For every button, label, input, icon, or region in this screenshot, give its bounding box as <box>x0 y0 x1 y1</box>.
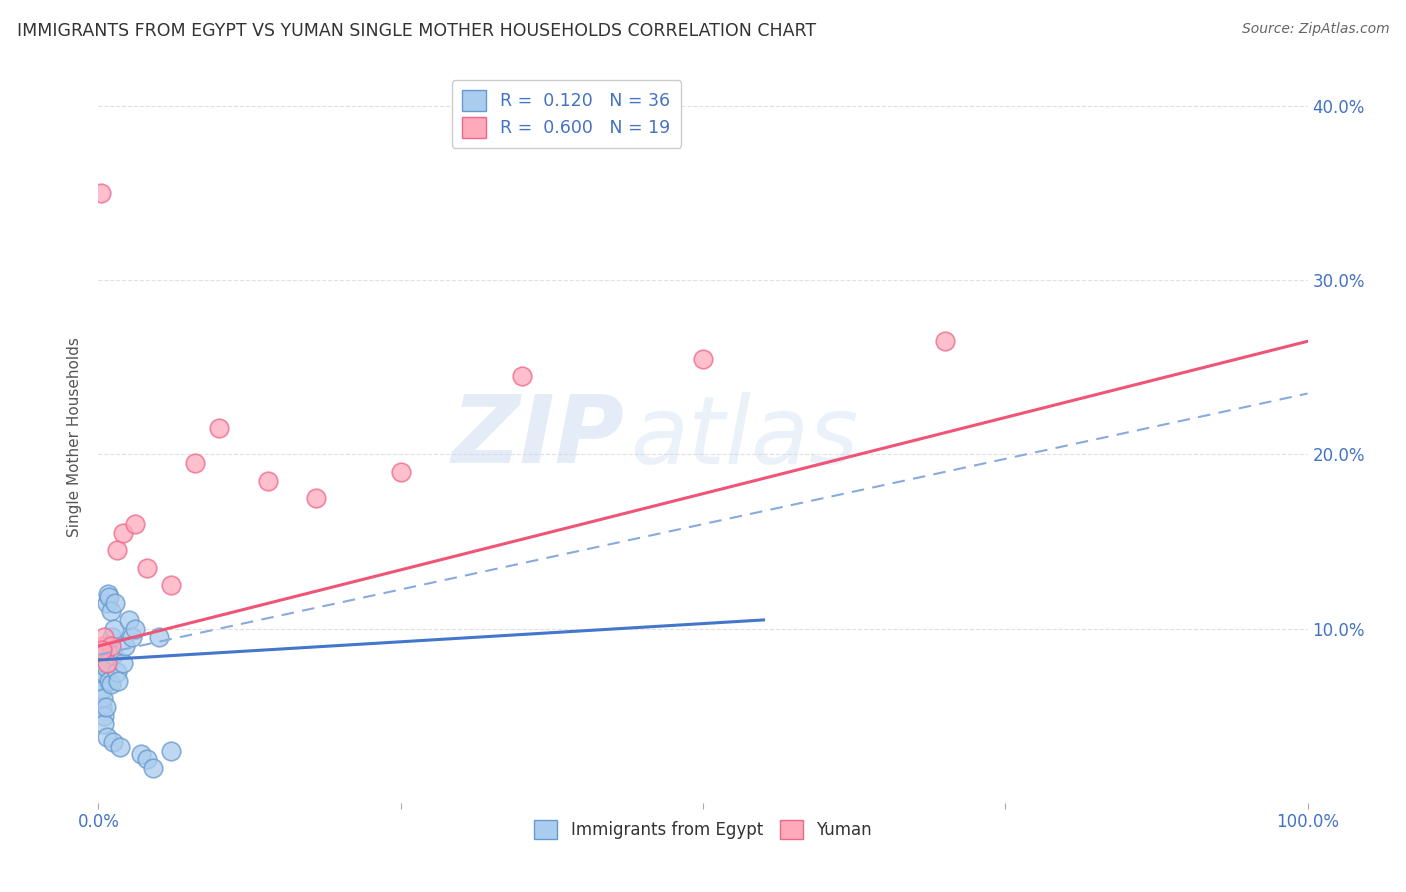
Point <box>100 677 122 691</box>
Point <box>94 660 117 674</box>
Point <box>256 474 278 488</box>
Point <box>93 717 115 731</box>
Point <box>103 622 125 636</box>
Point <box>142 761 165 775</box>
Point <box>135 560 157 574</box>
Point <box>100 604 122 618</box>
Point <box>97 639 120 653</box>
Point <box>90 186 112 201</box>
Point <box>91 691 114 706</box>
Point <box>93 657 115 671</box>
Text: ZIP: ZIP <box>451 391 624 483</box>
Point <box>91 682 114 697</box>
Point <box>129 747 152 761</box>
Point <box>96 595 118 609</box>
Point <box>93 708 115 723</box>
Point <box>160 743 183 757</box>
Point <box>114 639 136 653</box>
Point <box>111 525 134 540</box>
Y-axis label: Single Mother Households: Single Mother Households <box>67 337 83 537</box>
Point <box>98 591 121 605</box>
Point <box>934 334 956 349</box>
Point <box>96 730 118 744</box>
Point <box>510 369 533 384</box>
Point <box>91 639 114 653</box>
Point <box>135 752 157 766</box>
Point <box>105 665 128 680</box>
Point <box>148 631 170 645</box>
Point <box>111 657 134 671</box>
Legend: Immigrants from Egypt, Yuman: Immigrants from Egypt, Yuman <box>527 814 879 846</box>
Point <box>90 673 112 688</box>
Point <box>91 665 114 680</box>
Point <box>105 543 128 558</box>
Point <box>305 491 328 505</box>
Point <box>101 648 124 662</box>
Point <box>160 578 183 592</box>
Point <box>96 657 118 671</box>
Point <box>107 673 129 688</box>
Text: Source: ZipAtlas.com: Source: ZipAtlas.com <box>1241 22 1389 37</box>
Point <box>100 631 122 645</box>
Point <box>94 700 117 714</box>
Point <box>97 587 120 601</box>
Point <box>91 642 114 657</box>
Point <box>104 595 127 609</box>
Point <box>93 631 115 645</box>
Point <box>208 421 231 435</box>
Point <box>108 740 131 755</box>
Point <box>124 517 146 532</box>
Text: atlas: atlas <box>630 392 859 483</box>
Point <box>389 465 412 479</box>
Point <box>184 456 207 470</box>
Point <box>101 735 124 749</box>
Point <box>121 631 143 645</box>
Point <box>692 351 714 366</box>
Point <box>124 622 146 636</box>
Point <box>91 700 114 714</box>
Point <box>100 639 122 653</box>
Point <box>118 613 141 627</box>
Point <box>98 673 121 688</box>
Text: IMMIGRANTS FROM EGYPT VS YUMAN SINGLE MOTHER HOUSEHOLDS CORRELATION CHART: IMMIGRANTS FROM EGYPT VS YUMAN SINGLE MO… <box>17 22 815 40</box>
